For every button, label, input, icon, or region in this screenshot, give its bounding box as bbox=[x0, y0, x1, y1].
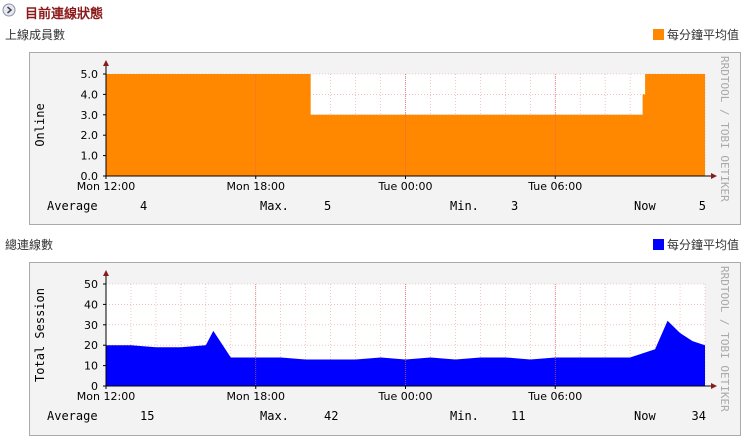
x-axis-arrow bbox=[711, 173, 717, 179]
x-tick-label: Mon 12:00 bbox=[77, 180, 135, 193]
legend-swatch bbox=[652, 29, 664, 40]
stat-average-value: 4 bbox=[140, 199, 147, 213]
stat-now-label: Now bbox=[634, 409, 656, 423]
y-tick-label: 50 bbox=[84, 278, 98, 291]
y-tick-label: 20 bbox=[84, 339, 98, 352]
stat-min-value: 11 bbox=[511, 409, 525, 423]
stat-min-label: Min. bbox=[450, 199, 479, 213]
x-tick-label: Mon 18:00 bbox=[227, 180, 285, 193]
y-tick-label: 10 bbox=[84, 360, 98, 373]
online-graph: 0.0 1.0 2.0 3.0 4.0 5.0 Mon 12:00 Mon 18:00 Tue … bbox=[29, 52, 741, 225]
legend-label: 每分鐘平均值 bbox=[666, 238, 739, 252]
page-title: 目前連線狀態 bbox=[25, 7, 104, 22]
x-tick-label: Tue 06:00 bbox=[527, 180, 582, 193]
stat-min-value: 3 bbox=[511, 199, 518, 213]
stat-max-label: Max. bbox=[260, 409, 289, 423]
legend-session: 每分鐘平均值 bbox=[652, 236, 739, 253]
y-tick-label: 0.0 bbox=[81, 170, 99, 183]
y-tick-label: 4.0 bbox=[81, 88, 99, 101]
graph-title-session: 總連線數 bbox=[5, 238, 54, 252]
y-tick-label: 40 bbox=[84, 298, 98, 311]
stat-max-value: 5 bbox=[324, 199, 331, 213]
x-tick-label: Tue 00:00 bbox=[378, 180, 433, 193]
x-tick-label: Tue 06:00 bbox=[527, 390, 582, 403]
stat-now-value: 5 bbox=[699, 199, 706, 213]
y-axis-arrow bbox=[103, 60, 109, 66]
stat-average-value: 15 bbox=[140, 409, 154, 423]
rrdtool-watermark: RRDTOOL / TOBI OETIKER bbox=[718, 266, 731, 412]
series-area bbox=[106, 320, 705, 386]
y-axis-label: Online bbox=[33, 103, 47, 146]
y-tick-label: 5.0 bbox=[81, 68, 99, 81]
y-tick-label: 2.0 bbox=[81, 129, 99, 142]
y-tick-label: 1.0 bbox=[81, 150, 99, 163]
x-tick-label: Mon 12:00 bbox=[77, 390, 135, 403]
x-tick-label: Mon 18:00 bbox=[227, 390, 285, 403]
legend-online: 每分鐘平均值 bbox=[652, 26, 739, 43]
y-tick-label: 30 bbox=[84, 319, 98, 332]
x-axis-arrow bbox=[711, 383, 717, 389]
y-tick-label: 3.0 bbox=[81, 109, 99, 122]
stat-average-label: Average bbox=[47, 199, 98, 213]
stat-max-value: 42 bbox=[324, 409, 338, 423]
rrdtool-watermark: RRDTOOL / TOBI OETIKER bbox=[718, 56, 731, 202]
graph-title-online: 上線成員數 bbox=[5, 28, 66, 42]
stat-min-label: Min. bbox=[450, 409, 479, 423]
online-chart: 0.0 1.0 2.0 3.0 4.0 5.0 Mon 12:00 Mon 18:00 Tue … bbox=[33, 56, 731, 213]
session-graph: 0 10 20 30 40 50 Mon 12:00 Mon 18:00 Tue 00:00 Tu… bbox=[29, 262, 741, 436]
stat-now-value: 34 bbox=[692, 409, 706, 423]
expand-arrow-icon[interactable] bbox=[2, 3, 16, 17]
stat-average-label: Average bbox=[47, 409, 98, 423]
legend-swatch bbox=[652, 239, 664, 250]
section-header: 目前連線狀態 bbox=[0, 0, 743, 22]
y-axis-arrow bbox=[103, 270, 109, 276]
legend-label: 每分鐘平均值 bbox=[666, 28, 739, 42]
session-chart: 0 10 20 30 40 50 Mon 12:00 Mon 18:00 Tue 00:00 Tu… bbox=[33, 266, 731, 423]
x-tick-label: Tue 00:00 bbox=[378, 390, 433, 403]
stat-now-label: Now bbox=[634, 199, 656, 213]
stat-max-label: Max. bbox=[260, 199, 289, 213]
y-tick-label: 0 bbox=[91, 380, 98, 393]
y-axis-label: Total Session bbox=[33, 288, 47, 382]
